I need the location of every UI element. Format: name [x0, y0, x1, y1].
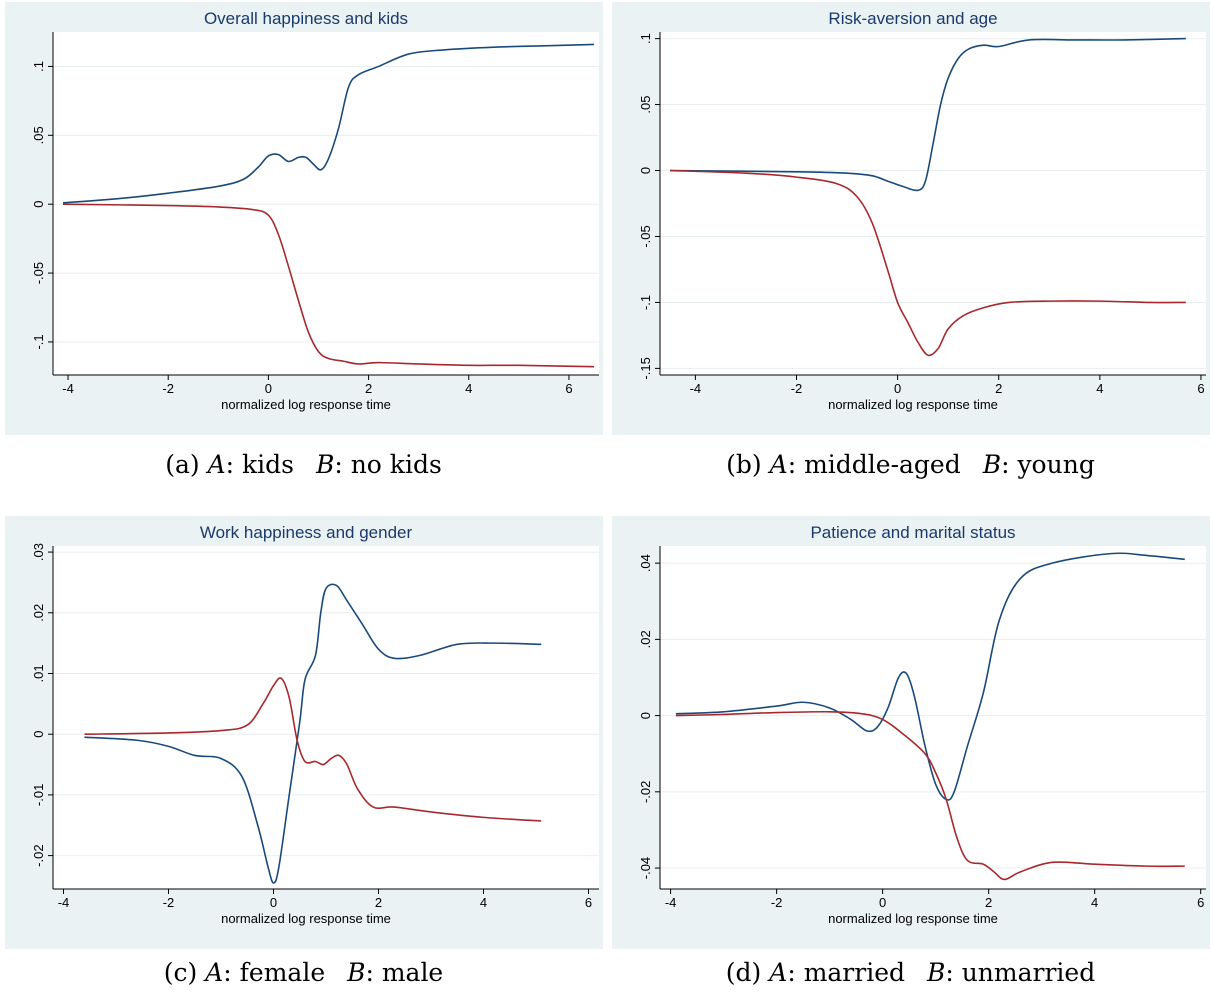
x-tick-label: 4: [1091, 895, 1098, 910]
chart-title-c: Work happiness and gender: [200, 523, 413, 542]
plot-area: [660, 546, 1206, 889]
y-tick-label: -.04: [638, 857, 653, 879]
x-tick-label: 6: [1197, 895, 1204, 910]
y-tick-label: .01: [31, 664, 46, 682]
y-tick-label: .05: [31, 126, 46, 144]
series-b-line: [675, 710, 1185, 881]
caption-b: (b) A: middle-aged B: young: [726, 450, 1095, 479]
series-b-line: [63, 203, 595, 368]
caption-a-prefix: (a): [165, 450, 200, 479]
chart-d: Patience and marital status .04 .02 0 -.02 -.…: [612, 516, 1210, 949]
y-tick-label: -.02: [638, 781, 653, 803]
chart-panel-a: Overall happiness and kids .1 .05 0 -.05 -.1 -…: [5, 2, 603, 435]
y-tick-label: .02: [31, 604, 46, 622]
x-tick-label: 6: [565, 381, 572, 396]
y-tick-label: -.05: [638, 225, 653, 247]
caption-b-prefix: (b): [726, 450, 762, 479]
caption-a-a-val: kids: [242, 450, 294, 479]
caption-a-a-var: A: [207, 450, 226, 479]
y-tick-label: 0: [31, 201, 46, 208]
caption-b-a-val: middle-aged: [804, 450, 961, 479]
y-tick-label: .1: [31, 61, 46, 72]
chart-title-a: Overall happiness and kids: [204, 9, 408, 28]
plot-area: [53, 32, 599, 375]
caption-c-b-val: male: [381, 958, 444, 987]
caption-c: (c) A: female B: male: [163, 958, 444, 987]
caption-c-b-var: B: [347, 958, 366, 987]
series-a-line: [62, 43, 595, 204]
series-a-line: [84, 583, 542, 884]
x-tick-label: 4: [465, 381, 472, 396]
x-tick-label: 6: [1197, 381, 1204, 396]
chart-a: Overall happiness and kids .1 .05 0 -.05 -.1 -…: [5, 2, 603, 435]
x-tick-label: 2: [985, 895, 992, 910]
x-tick-label: -4: [58, 895, 70, 910]
x-tick-label: 2: [995, 381, 1002, 396]
x-tick-label: 4: [1096, 381, 1103, 396]
x-axis-label: normalized log response time: [828, 911, 998, 926]
y-tick-label: .04: [638, 554, 653, 572]
series-b-line: [84, 677, 542, 822]
plot-area: [53, 546, 599, 889]
y-tick-label: .03: [31, 543, 46, 561]
chart-title-b: Risk-aversion and age: [828, 9, 997, 28]
caption-d-prefix: (d): [725, 958, 762, 987]
x-tick-label: -2: [791, 381, 803, 396]
series-a-line: [670, 37, 1186, 192]
series-b-line: [670, 169, 1186, 357]
y-tick-label: -.15: [638, 357, 653, 379]
x-tick-label: 4: [480, 895, 487, 910]
plot-area: [660, 32, 1206, 375]
y-tick-label: -.1: [638, 295, 653, 310]
caption-a: (a) A: kids B: no kids: [165, 450, 442, 479]
y-tick-label: .1: [638, 33, 653, 44]
x-tick-label: -4: [62, 381, 74, 396]
chart-b: Risk-aversion and age .1 .05 0 -.05 -.1 -.15 -4…: [612, 2, 1210, 435]
y-tick-label: .02: [638, 630, 653, 648]
caption-c-a-val: female: [239, 958, 326, 987]
x-tick-label: -4: [690, 381, 702, 396]
chart-c: Work happiness and gender .03 .02 .01 0 -.01 -…: [5, 516, 603, 949]
x-tick-label: 0: [894, 381, 901, 396]
x-tick-label: 2: [365, 381, 372, 396]
x-tick-label: -4: [665, 895, 677, 910]
caption-a-b-val: no kids: [350, 450, 442, 479]
caption-d-a-var: A: [769, 958, 788, 987]
x-tick-label: 0: [270, 895, 277, 910]
x-tick-label: -2: [163, 895, 175, 910]
chart-title-d: Patience and marital status: [810, 523, 1015, 542]
y-tick-label: -.05: [31, 262, 46, 284]
caption-b-b-var: B: [982, 450, 1002, 479]
caption-d-b-var: B: [926, 958, 946, 987]
y-tick-label: 0: [638, 167, 653, 174]
y-tick-label: 0: [31, 731, 46, 738]
x-tick-label: 6: [585, 895, 592, 910]
caption-c-a-var: A: [205, 958, 224, 987]
caption-d-a-val: married: [803, 958, 905, 987]
y-tick-label: -.1: [31, 334, 46, 349]
y-tick-label: 0: [638, 712, 653, 719]
y-tick-label: .05: [638, 96, 653, 114]
caption-d: (d) A: married B: unmarried: [725, 958, 1096, 987]
x-axis-label: normalized log response time: [221, 911, 391, 926]
caption-a-b-var: B: [315, 450, 335, 479]
x-axis-label: normalized log response time: [828, 397, 998, 412]
chart-panel-d: Patience and marital status .04 .02 0 -.02 -.…: [612, 516, 1210, 949]
chart-panel-c: Work happiness and gender .03 .02 .01 0 -.01 -…: [5, 516, 603, 949]
x-tick-label: -2: [771, 895, 783, 910]
x-axis-label: normalized log response time: [221, 397, 391, 412]
y-tick-label: -.01: [31, 784, 46, 806]
x-tick-label: 2: [375, 895, 382, 910]
x-tick-label: -2: [162, 381, 174, 396]
x-tick-label: 0: [879, 895, 886, 910]
caption-c-prefix: (c): [163, 958, 198, 987]
caption-b-b-val: young: [1017, 450, 1095, 479]
chart-panel-b: Risk-aversion and age .1 .05 0 -.05 -.1 -.15 -4…: [612, 2, 1210, 435]
caption-d-b-val: unmarried: [961, 958, 1096, 987]
caption-b-a-var: A: [769, 450, 788, 479]
x-tick-label: 0: [265, 381, 272, 396]
series-a-line: [675, 552, 1185, 801]
y-tick-label: -.02: [31, 844, 46, 866]
